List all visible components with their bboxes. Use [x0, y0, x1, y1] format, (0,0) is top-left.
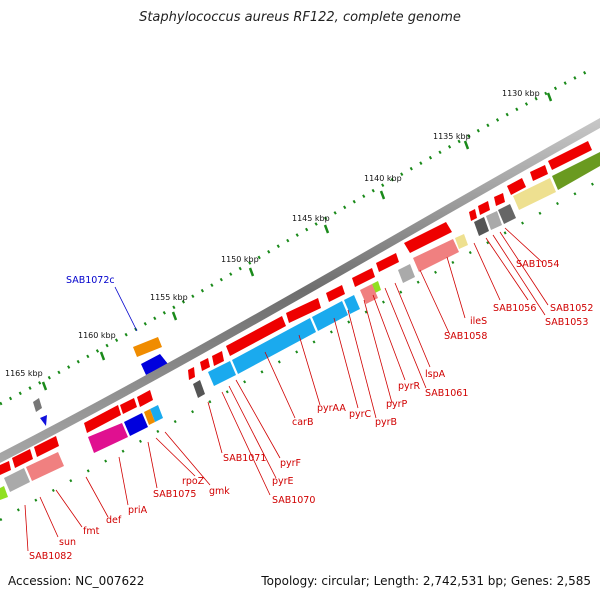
category-block[interactable]: [124, 413, 148, 436]
genome-summary: Topology: circular; Length: 2,742,531 bp…: [261, 574, 591, 588]
gene-label[interactable]: pyrR: [398, 381, 421, 392]
category-block[interactable]: [344, 295, 360, 314]
accession-label: Accession: NC_007622: [8, 574, 145, 588]
genome-backbone: [0, 118, 600, 463]
gray-marker[interactable]: [33, 398, 42, 412]
gene-label[interactable]: lspA: [425, 369, 446, 380]
category-block[interactable]: [498, 204, 516, 224]
category-block[interactable]: [360, 284, 378, 304]
category-band: [0, 152, 600, 500]
reverse-leader: [114, 286, 138, 332]
kbp-label: 1135 kbp: [433, 132, 471, 141]
category-block[interactable]: [144, 409, 155, 425]
scale-arc: [0, 68, 591, 406]
gene-label[interactable]: pyrAA: [317, 403, 346, 414]
gene-arrow[interactable]: [200, 358, 210, 371]
gene-label[interactable]: ileS: [470, 316, 487, 327]
category-block[interactable]: [413, 239, 459, 272]
scale-ticks: [41, 92, 553, 391]
kbp-label: 1160 kbp: [78, 331, 116, 340]
kbp-label: 1130 kbp: [502, 89, 540, 98]
gene-arrow[interactable]: [12, 449, 33, 468]
gene-label[interactable]: def: [106, 515, 122, 526]
gene-label[interactable]: pyrP: [386, 399, 408, 410]
category-block[interactable]: [232, 318, 316, 374]
category-block[interactable]: [208, 361, 236, 386]
reverse-strand-features: [33, 337, 168, 426]
orange-block[interactable]: [133, 337, 162, 357]
gene-label[interactable]: sun: [59, 537, 76, 548]
gene-label[interactable]: SAB1058: [444, 331, 487, 342]
gene-label[interactable]: SAB1052: [550, 303, 593, 314]
gene-arrow[interactable]: [352, 268, 375, 287]
gene-label[interactable]: SAB1056: [493, 303, 536, 314]
forward-gene-arrows: [0, 141, 592, 475]
gene-label[interactable]: rpoZ: [182, 476, 205, 487]
gene-label[interactable]: SAB1053: [545, 317, 588, 328]
gene-label[interactable]: SAB1071: [223, 453, 266, 464]
gene-arrow[interactable]: [226, 316, 286, 356]
gene-arrow[interactable]: [326, 285, 345, 302]
gene-arrow[interactable]: [0, 461, 11, 475]
inner-scale: [0, 178, 600, 522]
gene-arrow[interactable]: [494, 193, 505, 206]
gene-arrow[interactable]: [34, 436, 59, 457]
gene-label[interactable]: SAB1054: [516, 259, 559, 270]
category-block[interactable]: [398, 264, 415, 283]
gene-arrow[interactable]: [404, 222, 452, 253]
category-block[interactable]: [0, 486, 8, 500]
gene-arrow[interactable]: [212, 351, 224, 366]
gene-arrow[interactable]: [469, 209, 477, 221]
gene-label[interactable]: SAB1082: [29, 551, 72, 562]
gene-arrow[interactable]: [188, 367, 195, 380]
gene-label[interactable]: priA: [128, 505, 148, 516]
category-block[interactable]: [513, 178, 556, 210]
gene-arrow[interactable]: [376, 253, 399, 272]
gene-arrow[interactable]: [530, 165, 548, 181]
category-block[interactable]: [486, 211, 502, 230]
gene-label[interactable]: pyrC: [349, 409, 372, 420]
leader-lines: [24, 227, 549, 552]
gene-arrow[interactable]: [507, 178, 526, 195]
gene-labels: SAB1054 SAB1052 SAB1053 SAB1056 ileS SAB…: [29, 259, 593, 562]
category-block[interactable]: [474, 217, 489, 236]
gene-label[interactable]: pyrE: [272, 476, 294, 487]
gene-label[interactable]: pyrB: [375, 417, 397, 428]
gene-arrow[interactable]: [137, 390, 153, 407]
map-title: Staphylococcus aureus RF122, complete ge…: [139, 10, 461, 25]
category-block[interactable]: [455, 234, 468, 249]
gene-arrow[interactable]: [84, 405, 121, 433]
gene-arrow[interactable]: [478, 201, 490, 215]
kbp-label: 1145 kbp: [292, 214, 330, 223]
kbp-label: 1155 kbp: [150, 293, 188, 302]
gene-arrow[interactable]: [120, 398, 137, 414]
category-block[interactable]: [312, 301, 348, 331]
gene-arrow[interactable]: [548, 141, 592, 170]
blue-small-arrow[interactable]: [40, 415, 47, 426]
gene-label[interactable]: gmk: [209, 486, 230, 497]
kbp-label: 1165 kbp: [5, 369, 43, 378]
gene-label[interactable]: SAB1075: [153, 489, 196, 500]
category-block[interactable]: [26, 452, 64, 481]
kbp-label: 1140 kbp: [364, 174, 402, 183]
kbp-label: 1150 kbp: [221, 255, 259, 264]
category-block[interactable]: [150, 405, 163, 422]
gene-label[interactable]: SAB1061: [425, 388, 468, 399]
category-block[interactable]: [552, 152, 600, 190]
gene-label[interactable]: pyrF: [280, 458, 301, 469]
category-block[interactable]: [88, 423, 128, 453]
category-block[interactable]: [4, 468, 30, 492]
category-block[interactable]: [193, 380, 205, 398]
blue-arrow[interactable]: [141, 354, 168, 375]
gene-label[interactable]: fmt: [83, 526, 100, 537]
gene-label-reverse[interactable]: SAB1072c: [66, 275, 115, 286]
gene-label[interactable]: SAB1070: [272, 495, 315, 506]
gene-label[interactable]: carB: [292, 417, 313, 428]
kbp-labels: 1130 kbp 1135 kbp 1140 kbp 1145 kbp 1150…: [5, 89, 540, 378]
gene-arrow[interactable]: [286, 298, 321, 323]
